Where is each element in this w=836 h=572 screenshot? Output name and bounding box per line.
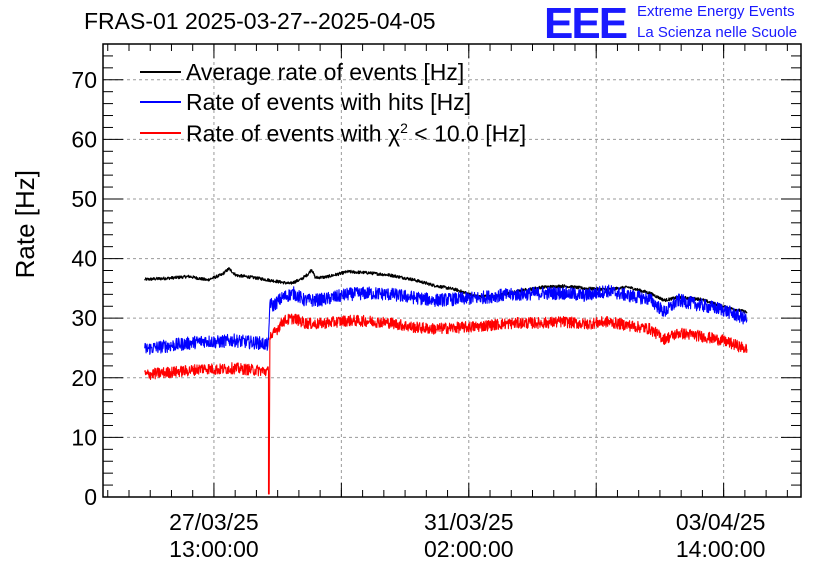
x-tick-date: 31/03/25	[424, 509, 514, 535]
series-group	[144, 267, 748, 495]
y-tick-label: 70	[71, 67, 97, 93]
y-axis-label-text: Rate [Hz]	[10, 170, 40, 279]
x-tick-time: 02:00:00	[424, 536, 514, 562]
series-line-hits	[144, 284, 748, 355]
legend-entry-average: Average rate of events [Hz]	[186, 59, 465, 85]
eee-logo: EEE	[544, 0, 628, 48]
legend-entry-chi2: Rate of events with χ2 < 10.0 [Hz]	[186, 120, 527, 147]
brand-line-2: La Scienza nelle Scuole	[637, 24, 798, 41]
x-tick-date: 27/03/25	[169, 509, 259, 535]
y-tick-label: 10	[71, 424, 97, 450]
y-axis-label: Rate [Hz]	[4, 170, 40, 278]
y-tick-label: 30	[71, 305, 97, 331]
legend-entry-hits: Rate of events with hits [Hz]	[186, 89, 472, 115]
x-tick-time: 14:00:00	[675, 536, 766, 562]
y-tick-label: 60	[71, 126, 97, 152]
legend-lines	[140, 71, 181, 134]
y-tick-label: 40	[71, 246, 97, 272]
plot-frame	[102, 43, 802, 498]
y-tick-label: 20	[71, 365, 97, 391]
x-tick-label: 27/03/25 13:00:00	[134, 509, 294, 563]
series-line-average	[144, 267, 748, 314]
x-tick-label: 31/03/25 02:00:00	[389, 509, 549, 563]
axes: 0 10 20 30 40 50 60 70	[71, 43, 802, 510]
x-tick-label: 03/04/25 14:00:00	[641, 509, 801, 563]
y-tick-label: 50	[71, 186, 97, 212]
y-tick-label: 0	[84, 484, 97, 510]
x-tick-date: 03/04/25	[675, 509, 766, 535]
brand-line-1: Extreme Energy Events	[637, 3, 795, 20]
gridlines	[103, 44, 801, 497]
series-line-chi2	[144, 313, 748, 495]
chart-title: FRAS-01 2025-03-27--2025-04-05	[84, 8, 436, 34]
x-tick-time: 13:00:00	[169, 536, 259, 562]
